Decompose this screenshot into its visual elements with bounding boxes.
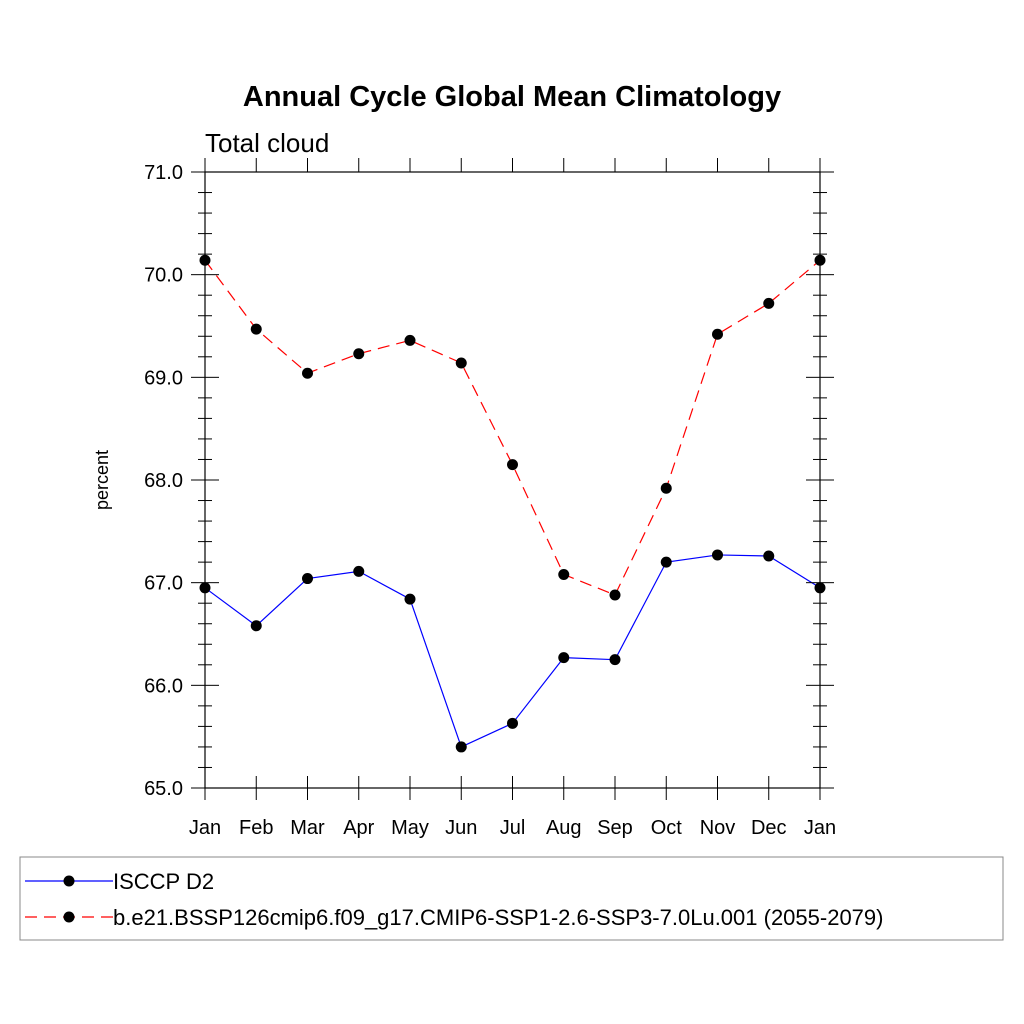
y-tick-label: 70.0: [144, 265, 183, 287]
plot-frame: [204, 171, 821, 789]
x-tick-label: Sep: [597, 817, 633, 839]
data-point: [302, 573, 313, 585]
data-point: [507, 459, 518, 471]
data-point: [404, 593, 416, 605]
y-axis-label: percent: [92, 450, 112, 510]
data-point: [712, 549, 723, 561]
data-point: [455, 357, 467, 369]
x-tick-label: Nov: [700, 817, 736, 839]
x-tick-label: Jan: [189, 817, 221, 839]
x-tick-label: Feb: [239, 817, 273, 839]
series-line-2: [204, 259, 821, 596]
legend-marker-1: [63, 875, 75, 887]
data-point: [660, 556, 672, 568]
x-tick-label: Jan: [804, 817, 836, 839]
chart-subtitle: Total cloud: [205, 128, 329, 158]
data-point: [609, 589, 621, 601]
y-tick-label: 71.0: [144, 162, 183, 184]
x-tick-label: May: [391, 817, 429, 839]
series-layer: [199, 254, 826, 753]
data-point: [404, 334, 416, 346]
y-tick-label: 69.0: [144, 367, 183, 389]
y-tick-label: 66.0: [144, 675, 183, 697]
data-point: [558, 652, 570, 664]
x-tick-label: Mar: [290, 817, 325, 839]
x-tick-label: Jun: [445, 817, 477, 839]
legend-label-2: b.e21.BSSP126cmip6.f09_g17.CMIP6-SSP1-2.…: [113, 905, 883, 930]
data-point: [250, 323, 262, 335]
legend-box: [19, 856, 1004, 941]
legend: ISCCP D2 b.e21.BSSP126cmip6.f09_g17.CMIP6…: [19, 856, 1004, 941]
data-point: [763, 297, 775, 309]
data-point: [609, 654, 621, 666]
data-point: [660, 482, 672, 494]
x-tick-label: Dec: [751, 817, 787, 839]
data-point: [302, 367, 313, 379]
data-point: [353, 348, 365, 360]
data-point: [507, 717, 518, 729]
data-point: [763, 550, 775, 562]
x-tick-label: Oct: [651, 817, 683, 839]
chart-title: Annual Cycle Global Mean Climatology: [243, 81, 781, 113]
ticks-layer: Jan Feb Mar Apr May Jun Jul Aug Sep Oct Nov Dec Jan 6…: [144, 158, 836, 839]
data-point: [558, 568, 570, 580]
y-tick-label: 65.0: [144, 778, 183, 800]
x-tick-label: Apr: [343, 817, 374, 839]
y-tick-label: 68.0: [144, 470, 183, 492]
data-point: [712, 328, 723, 340]
data-point: [455, 741, 467, 753]
legend-label-1: ISCCP D2: [113, 869, 214, 894]
data-point: [353, 565, 365, 577]
legend-items: ISCCP D2 b.e21.BSSP126cmip6.f09_g17.CMIP6…: [25, 869, 883, 930]
data-point: [250, 620, 262, 632]
y-tick-label: 67.0: [144, 573, 183, 595]
x-tick-label: Jul: [500, 817, 526, 839]
legend-marker-2: [63, 911, 75, 923]
x-tick-label: Aug: [546, 817, 582, 839]
